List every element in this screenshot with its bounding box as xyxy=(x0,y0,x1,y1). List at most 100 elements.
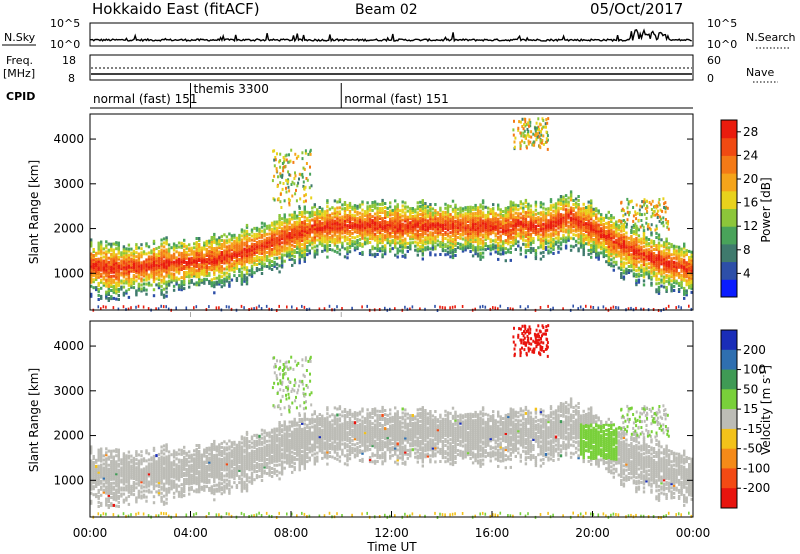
power-cell xyxy=(645,240,648,244)
power-cell xyxy=(690,290,693,294)
power-cell xyxy=(97,261,100,265)
power-cell xyxy=(117,271,120,275)
power-cell xyxy=(112,288,115,292)
power-cell xyxy=(305,162,308,165)
power-cell xyxy=(683,242,686,246)
power-cell xyxy=(172,244,176,248)
power-cell xyxy=(213,253,216,256)
power-cell xyxy=(436,213,440,217)
power-cell xyxy=(308,227,311,231)
power-cell xyxy=(177,269,181,273)
power-cell xyxy=(373,218,377,222)
power-cell xyxy=(316,250,319,254)
power-cell xyxy=(213,261,216,265)
power-cell xyxy=(225,267,229,271)
power-cell xyxy=(569,208,573,212)
power-cell xyxy=(497,223,500,227)
power-cell xyxy=(564,244,568,248)
power-cell xyxy=(298,172,301,176)
power-cell xyxy=(454,227,457,231)
power-cell xyxy=(620,229,623,233)
power-cell xyxy=(353,222,357,226)
power-cell xyxy=(441,239,445,242)
power-cell xyxy=(544,219,548,223)
power-cell xyxy=(416,231,419,235)
power-cell xyxy=(579,231,583,235)
power-cell xyxy=(401,222,404,226)
power-cell xyxy=(595,217,598,221)
power-cell xyxy=(595,247,598,251)
power-cell xyxy=(660,274,663,278)
power-cell xyxy=(683,250,686,254)
power-cell xyxy=(105,296,108,300)
power-cell xyxy=(424,230,427,234)
power-cell xyxy=(253,239,256,242)
nave-label: Nave xyxy=(746,66,774,79)
power-cell xyxy=(248,257,251,261)
power-cell xyxy=(336,210,339,214)
power-cell xyxy=(275,238,279,242)
power-cell xyxy=(474,234,477,238)
power-cell xyxy=(155,307,157,311)
power-cell xyxy=(170,262,173,266)
power-cell xyxy=(305,177,308,180)
power-cell xyxy=(331,222,334,226)
power-cell xyxy=(331,234,334,238)
power-cell xyxy=(436,235,440,239)
power-cell xyxy=(145,268,148,272)
power-cell xyxy=(665,290,668,293)
power-cell xyxy=(642,263,646,267)
power-cell xyxy=(328,229,332,233)
power-cell xyxy=(622,249,626,253)
power-cell xyxy=(572,233,575,237)
power-cell xyxy=(318,214,321,218)
power-cell xyxy=(401,230,404,234)
power-cell xyxy=(466,210,470,213)
power-cell xyxy=(172,242,176,246)
power-cell xyxy=(177,287,181,291)
power-cell xyxy=(640,259,643,263)
power-cell xyxy=(509,244,512,248)
power-cell xyxy=(223,281,226,285)
power-cell xyxy=(361,216,364,220)
power-cell xyxy=(519,120,522,124)
power-cell xyxy=(102,283,105,287)
power-cell xyxy=(419,233,422,236)
power-cell xyxy=(318,228,321,232)
power-cell xyxy=(203,277,206,281)
power-cell xyxy=(429,207,432,210)
power-cell xyxy=(278,242,281,246)
power-cell xyxy=(326,235,329,239)
power-cell xyxy=(125,263,128,267)
power-cell xyxy=(446,222,450,226)
power-cell xyxy=(519,220,522,224)
power-cell xyxy=(287,180,289,184)
power-cell xyxy=(544,211,548,215)
power-cell xyxy=(605,254,608,258)
power-cell xyxy=(268,242,271,246)
power-cell xyxy=(157,260,161,263)
power-cell xyxy=(188,273,191,277)
power-cell xyxy=(657,253,661,257)
power-cell xyxy=(479,221,482,225)
power-cell xyxy=(286,230,289,234)
power-cell xyxy=(549,234,553,238)
power-cell xyxy=(308,219,311,223)
power-cell xyxy=(688,260,691,263)
power-cell xyxy=(298,233,301,237)
power-cell xyxy=(637,266,641,270)
power-cell xyxy=(640,239,643,243)
power-cell xyxy=(323,220,327,224)
power-cell xyxy=(333,219,337,223)
power-cell xyxy=(255,240,259,244)
power-cell xyxy=(642,231,646,235)
power-cell xyxy=(384,236,387,240)
power-cell xyxy=(625,253,628,257)
power-cell xyxy=(401,232,404,236)
power-cell xyxy=(368,251,372,255)
power-cell xyxy=(416,221,419,225)
power-cell xyxy=(200,278,203,282)
power-cell xyxy=(605,248,608,252)
power-cell xyxy=(361,218,364,222)
power-cell xyxy=(513,145,516,149)
